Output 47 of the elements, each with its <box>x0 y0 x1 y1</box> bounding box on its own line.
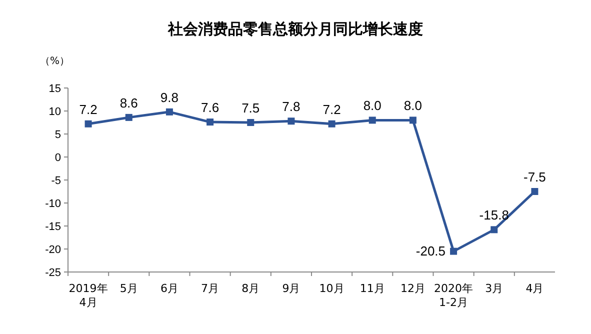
data-label: 7.2 <box>79 102 98 117</box>
y-tick-label: 10 <box>48 106 61 118</box>
y-tick-label: 0 <box>54 152 61 164</box>
data-label: 8.0 <box>404 98 422 114</box>
point <box>490 226 498 234</box>
x-tick-label: 2020年 1-2月 <box>434 282 474 309</box>
data-label: 9.8 <box>160 90 178 105</box>
point <box>247 119 254 126</box>
data-label: -20.5 <box>416 243 446 258</box>
data-label: -15.8 <box>479 208 509 223</box>
data-label: 8.0 <box>363 98 382 114</box>
data-label: 8.6 <box>120 95 138 110</box>
point <box>450 248 458 255</box>
point <box>409 116 416 124</box>
point <box>368 116 376 124</box>
data-label: 7.5 <box>242 100 260 116</box>
x-tick-label: 6月 <box>160 282 178 295</box>
point <box>206 118 214 126</box>
y-axis-title: （%） <box>40 56 70 67</box>
point <box>288 118 295 125</box>
point <box>531 188 538 195</box>
y-tick-label: 15 <box>48 83 61 95</box>
x-tick-label: 12月 <box>400 282 426 295</box>
x-tick-label: 5月 <box>120 282 138 295</box>
x-tick-label: 4月 <box>526 282 544 295</box>
chart-title: 社会消费品零售总额分月同比增长速度 <box>167 20 423 38</box>
y-tick-label: -15 <box>45 221 61 233</box>
x-tick-label: 2019年 4月 <box>68 282 108 309</box>
x-tick-label: 3月 <box>485 282 504 295</box>
point <box>125 114 132 121</box>
y-tick-label: -10 <box>45 198 61 210</box>
y-tick-label: -5 <box>51 175 61 187</box>
data-label: -7.5 <box>524 170 546 184</box>
y-tick-label: 5 <box>54 129 61 141</box>
x-tick-label: 10月 <box>319 282 344 295</box>
data-label: 7.8 <box>282 99 300 114</box>
x-tick-label: 11月 <box>360 282 385 295</box>
x-tick-label: 9月 <box>282 282 300 295</box>
point <box>166 108 173 116</box>
y-tick-label: -20 <box>45 244 61 256</box>
point <box>328 120 336 128</box>
y-tick-label: -25 <box>45 267 61 279</box>
data-label: 7.6 <box>201 100 220 116</box>
data-label: 7.2 <box>322 102 341 117</box>
x-tick-label: 8月 <box>242 282 260 295</box>
point <box>84 120 92 128</box>
x-tick-label: 7月 <box>201 282 220 295</box>
